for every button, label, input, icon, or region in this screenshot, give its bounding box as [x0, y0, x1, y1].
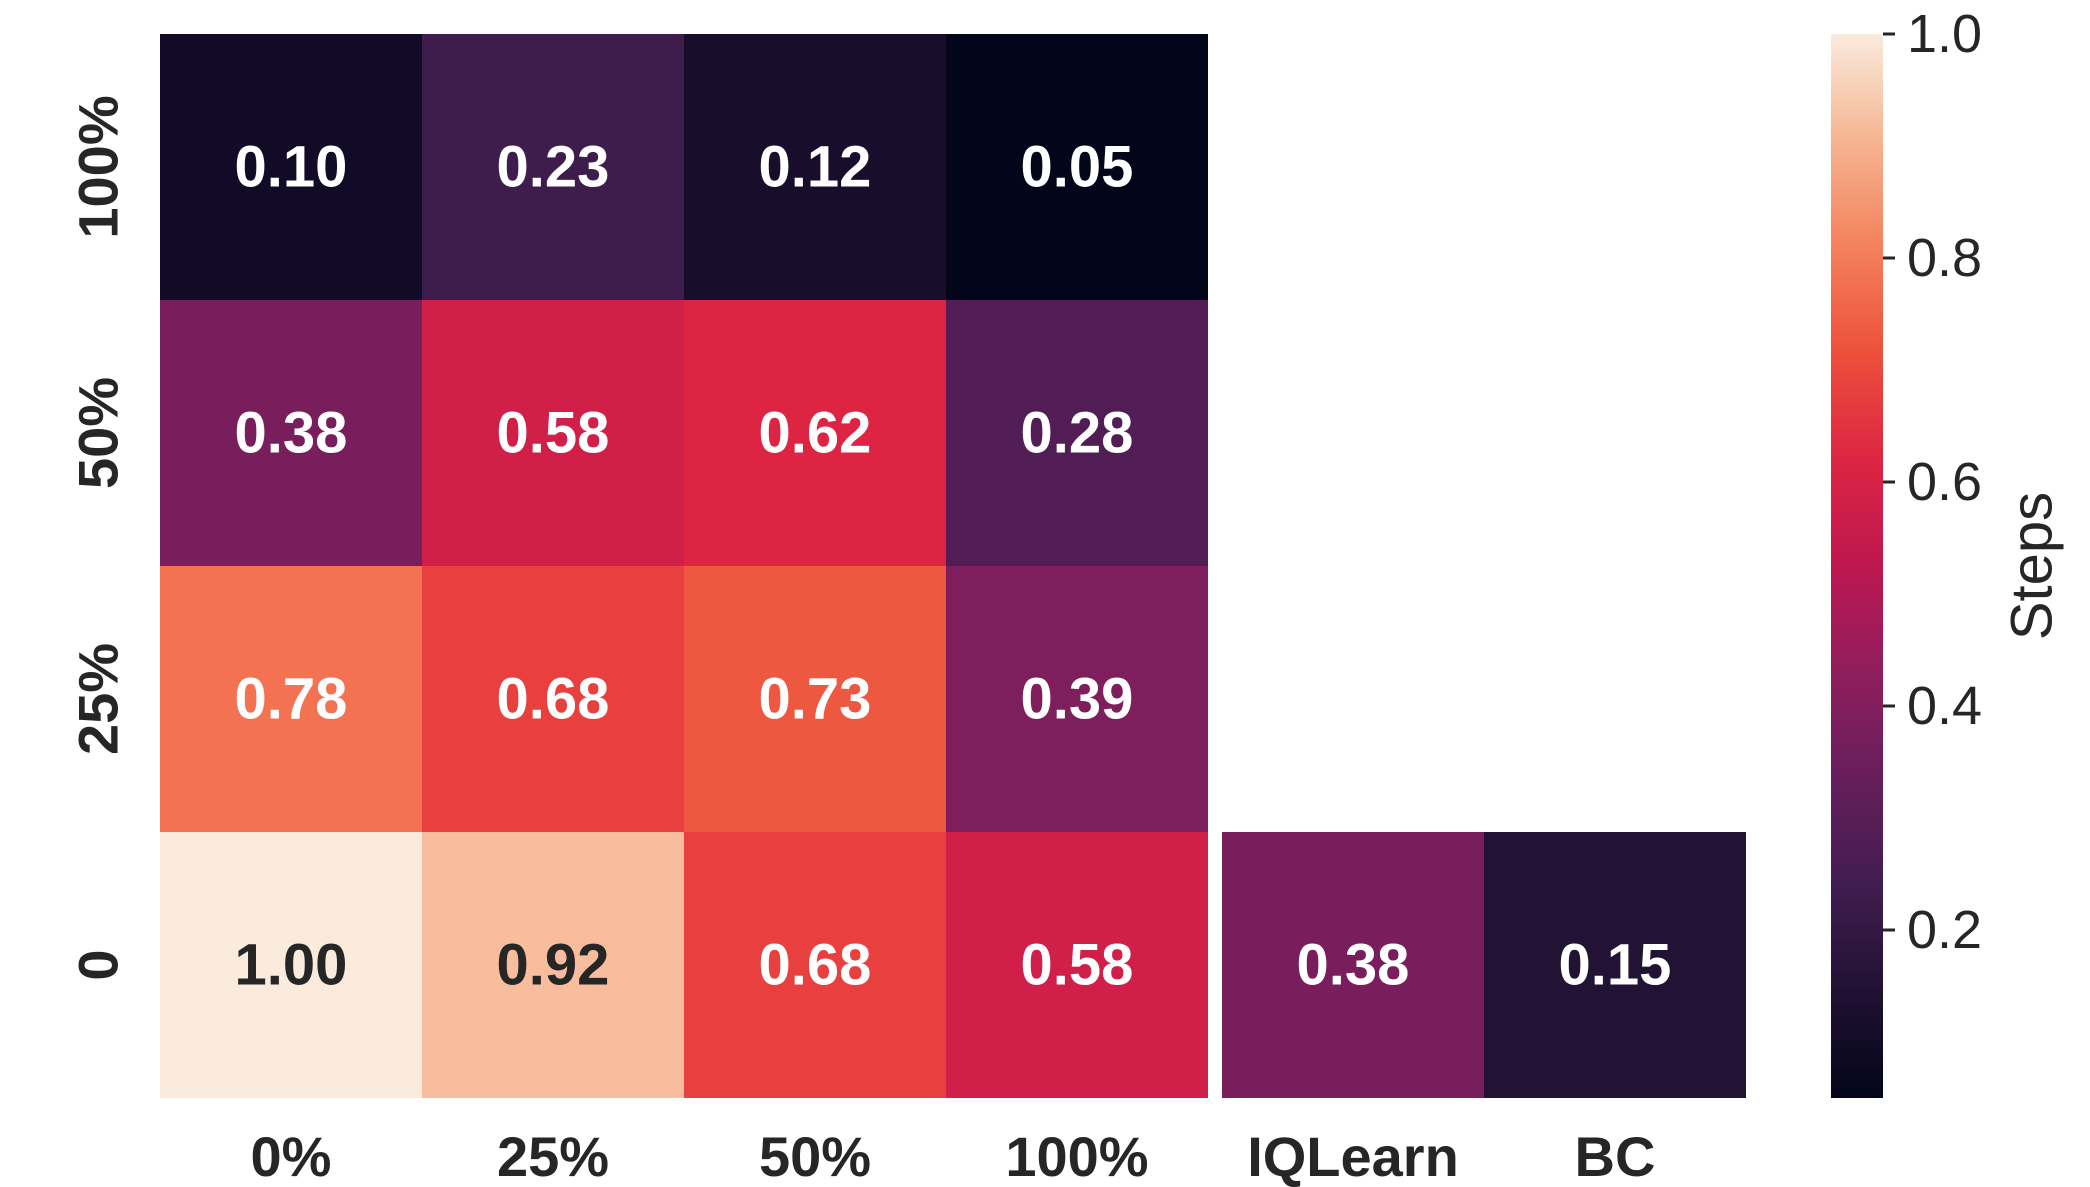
heatmap-cell-label-r2-c2: 0.73 [759, 667, 872, 732]
colorbar-tick-label-2: 0.6 [1907, 452, 1982, 512]
heatmap-cell-label-r3-c2: 0.68 [759, 933, 872, 998]
heatmap-cell-label-r3-c3: 0.58 [1021, 933, 1134, 998]
x-axis-tick-labels: 0% 25% 50% 100% IQLearn BC [251, 1125, 1656, 1187]
heatmap-cell-r2-c1 [422, 566, 684, 832]
heatmap-cell-label-r1-c3: 0.28 [1021, 401, 1134, 466]
heatmap-cell-label-r0-c3: 0.05 [1021, 135, 1134, 200]
x-tick-label-3: 100% [1005, 1125, 1148, 1187]
heatmap-cell-r3-c3 [946, 832, 1208, 1098]
y-tick-label-1: 50% [67, 377, 130, 489]
y-tick-label-2: 25% [67, 643, 130, 755]
heatmap-cell-r3-c0 [160, 832, 422, 1098]
heatmap-cell-label-r3-c1: 0.92 [497, 933, 610, 998]
colorbar-tick-label-3: 0.8 [1907, 228, 1982, 288]
colorbar-tick-label-0: 0.2 [1907, 900, 1982, 960]
heatmap-cell-r0-c3 [946, 34, 1208, 300]
heatmap-cell-label-r3-c5: 0.15 [1559, 933, 1672, 998]
colorbar: 0.2 0.4 0.6 0.8 1.0 [1831, 4, 1982, 1098]
heatmap-cell-label-r1-c0: 0.38 [235, 401, 348, 466]
heatmap-cell-r1-c1 [422, 300, 684, 566]
heatmap-cell-r1-c2 [684, 300, 946, 566]
x-tick-label-5: BC [1575, 1125, 1656, 1187]
heatmap-cell-label-r3-c4: 0.38 [1297, 933, 1410, 998]
heatmap-cell-label-r2-c3: 0.39 [1021, 667, 1134, 732]
heatmap-cell-label-r3-c0: 1.00 [235, 933, 348, 998]
heatmap-cell-r3-c1 [422, 832, 684, 1098]
x-tick-label-2: 50% [759, 1125, 871, 1187]
heatmap-cell-r0-c1 [422, 34, 684, 300]
heatmap-cell-r0-c0 [160, 34, 422, 300]
heatmap-cell-r2-c2 [684, 566, 946, 832]
heatmap-cell-r1-c0 [160, 300, 422, 566]
heatmap-cells [160, 34, 1746, 1098]
heatmap-cell-r3-c5 [1484, 832, 1746, 1098]
heatmap-cell-labels: 0.10 0.23 0.12 0.05 0.38 0.58 0.62 0.28 0.78 0.68… [235, 135, 1672, 998]
colorbar-tick-label-4: 1.0 [1907, 4, 1982, 64]
colorbar-title: Steps [2000, 492, 2065, 640]
heatmap-cell-r1-c3 [946, 300, 1208, 566]
x-tick-label-4: IQLearn [1247, 1125, 1459, 1187]
y-tick-label-3: 0 [67, 949, 130, 980]
x-tick-label-0: 0% [251, 1125, 332, 1187]
heatmap-cell-r3-c4 [1222, 832, 1484, 1098]
heatmap-cell-label-r2-c0: 0.78 [235, 667, 348, 732]
heatmap-cell-label-r0-c1: 0.23 [497, 135, 610, 200]
colorbar-gradient [1831, 34, 1883, 1098]
heatmap-cell-label-r1-c2: 0.62 [759, 401, 872, 466]
heatmap-cell-label-r1-c1: 0.58 [497, 401, 610, 466]
heatmap-cell-label-r0-c0: 0.10 [235, 135, 348, 200]
y-axis-tick-labels: 100% 50% 25% 0 [67, 95, 130, 980]
heatmap-cell-label-r0-c2: 0.12 [759, 135, 872, 200]
heatmap-cell-r0-c2 [684, 34, 946, 300]
heatmap-cell-r3-c2 [684, 832, 946, 1098]
heatmap-cell-r2-c3 [946, 566, 1208, 832]
y-tick-label-0: 100% [67, 95, 130, 238]
heatmap-cell-r2-c0 [160, 566, 422, 832]
colorbar-tick-label-1: 0.4 [1907, 676, 1982, 736]
x-tick-label-1: 25% [497, 1125, 609, 1187]
heatmap-cell-label-r2-c1: 0.68 [497, 667, 610, 732]
